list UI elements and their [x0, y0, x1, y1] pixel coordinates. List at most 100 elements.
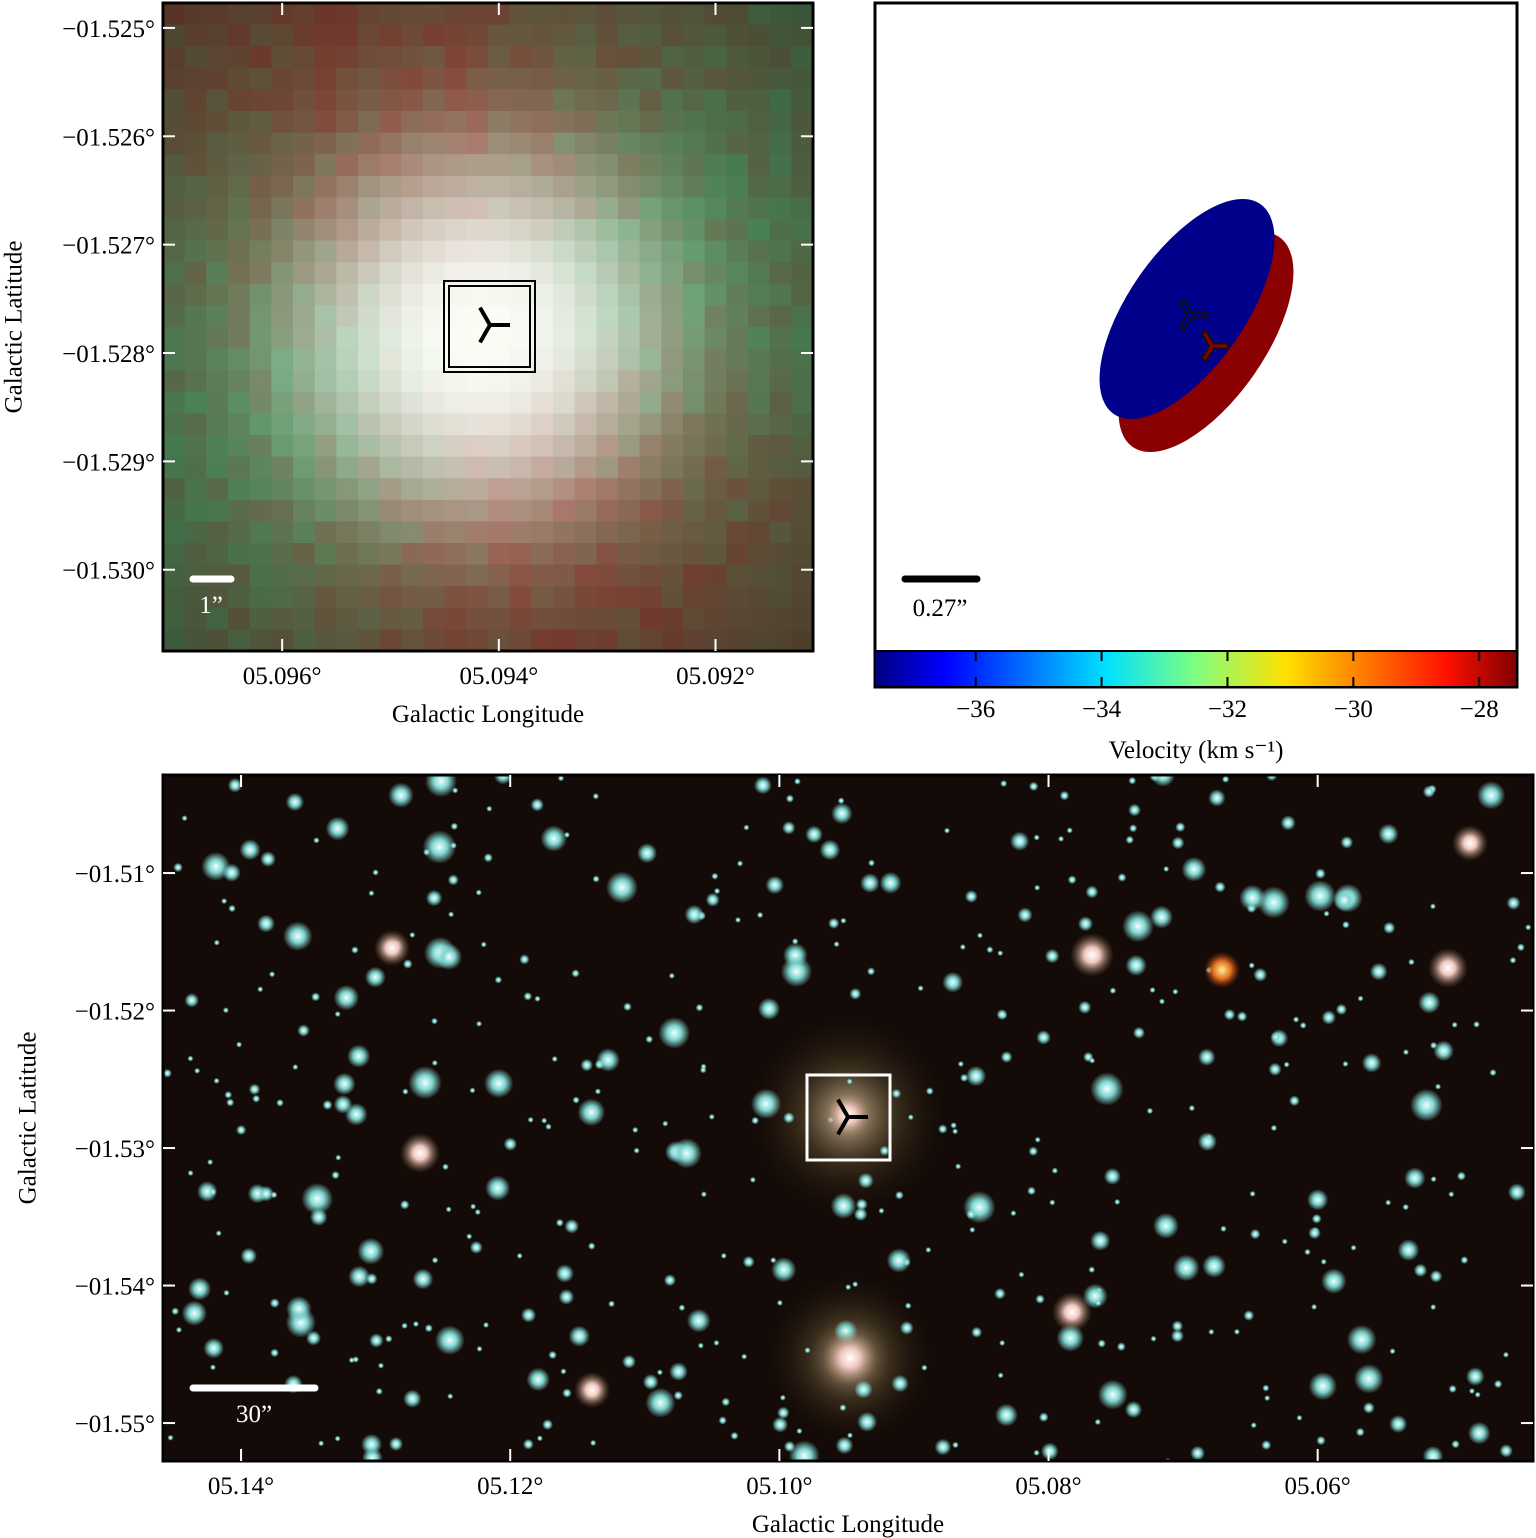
pixel — [314, 111, 337, 134]
pixel — [293, 111, 316, 134]
star — [1132, 1026, 1145, 1039]
pixel — [574, 67, 597, 90]
star — [1214, 881, 1226, 893]
pixel — [379, 262, 402, 285]
pixel — [726, 543, 749, 566]
pixel — [184, 240, 207, 263]
pixel — [553, 478, 576, 501]
x-tick-label: 05.094° — [459, 663, 538, 690]
pixel — [228, 348, 251, 371]
pixel — [163, 327, 186, 350]
pixel — [748, 24, 771, 47]
star — [1304, 879, 1336, 912]
star — [835, 1436, 854, 1455]
pixel — [553, 543, 576, 566]
pixel — [336, 3, 359, 26]
pixel — [163, 240, 186, 263]
bright-star — [574, 1372, 610, 1408]
pixel — [704, 607, 727, 630]
pixel — [553, 154, 576, 177]
pixel — [444, 154, 467, 177]
star — [257, 914, 275, 933]
pixel — [206, 154, 229, 177]
pixel — [358, 175, 381, 198]
pixel — [704, 327, 727, 350]
pixel — [206, 607, 229, 630]
star — [412, 1320, 419, 1328]
star — [1296, 1414, 1303, 1421]
pixel — [314, 240, 337, 263]
pixel — [271, 197, 294, 220]
pixel — [401, 89, 424, 112]
pixel — [748, 262, 771, 285]
star — [1404, 1167, 1426, 1189]
star — [1408, 958, 1415, 966]
star — [1465, 1367, 1485, 1386]
pixel — [358, 327, 381, 350]
star — [258, 1185, 274, 1202]
pixel — [293, 564, 316, 587]
pixel — [314, 154, 337, 177]
pixel — [293, 456, 316, 479]
pixel — [444, 197, 467, 220]
pixel — [358, 521, 381, 544]
pixel — [726, 370, 749, 393]
pixel — [423, 348, 446, 371]
pixel — [379, 132, 402, 155]
pixel — [726, 327, 749, 350]
pixel — [748, 3, 771, 26]
pixel — [509, 499, 532, 522]
pixel — [249, 478, 272, 501]
pixel — [769, 327, 792, 350]
pixel — [574, 262, 597, 285]
pixel — [639, 370, 662, 393]
pixel — [639, 435, 662, 458]
star — [325, 816, 350, 841]
star — [1362, 1402, 1375, 1414]
star — [1357, 995, 1364, 1002]
star — [952, 1441, 959, 1449]
pixel — [228, 305, 251, 328]
star — [997, 950, 1004, 957]
pixel — [336, 305, 359, 328]
pixel — [249, 499, 272, 522]
star — [839, 1404, 847, 1412]
pixel — [769, 283, 792, 306]
pixel — [336, 46, 359, 69]
star — [181, 1300, 207, 1326]
pixel — [618, 305, 641, 328]
pixel — [574, 283, 597, 306]
pixel — [379, 413, 402, 436]
pixel — [791, 521, 813, 544]
pixel — [769, 521, 792, 544]
pixel — [596, 175, 619, 198]
pixel — [618, 197, 641, 220]
pixel — [379, 499, 402, 522]
pixel — [314, 219, 337, 242]
pixel — [271, 370, 294, 393]
pixel — [509, 46, 532, 69]
pixel — [249, 111, 272, 134]
star — [592, 793, 600, 800]
star — [1335, 1003, 1348, 1016]
star — [855, 1198, 868, 1211]
star — [846, 1432, 854, 1439]
pixel — [163, 499, 186, 522]
pixel — [379, 370, 402, 393]
pixel — [358, 629, 381, 651]
star — [534, 995, 541, 1002]
pixel — [271, 175, 294, 198]
pixel — [228, 111, 251, 134]
pixel — [488, 413, 511, 436]
pixel — [206, 175, 229, 198]
pixel — [618, 543, 641, 566]
star — [713, 1339, 720, 1346]
pixel — [509, 586, 532, 609]
source-marker — [836, 1116, 850, 1136]
star — [425, 889, 443, 907]
pixel — [401, 24, 424, 47]
pixel — [683, 240, 706, 263]
scale-bar-label: 1” — [199, 592, 223, 619]
pixel — [683, 586, 706, 609]
star — [431, 1017, 438, 1025]
